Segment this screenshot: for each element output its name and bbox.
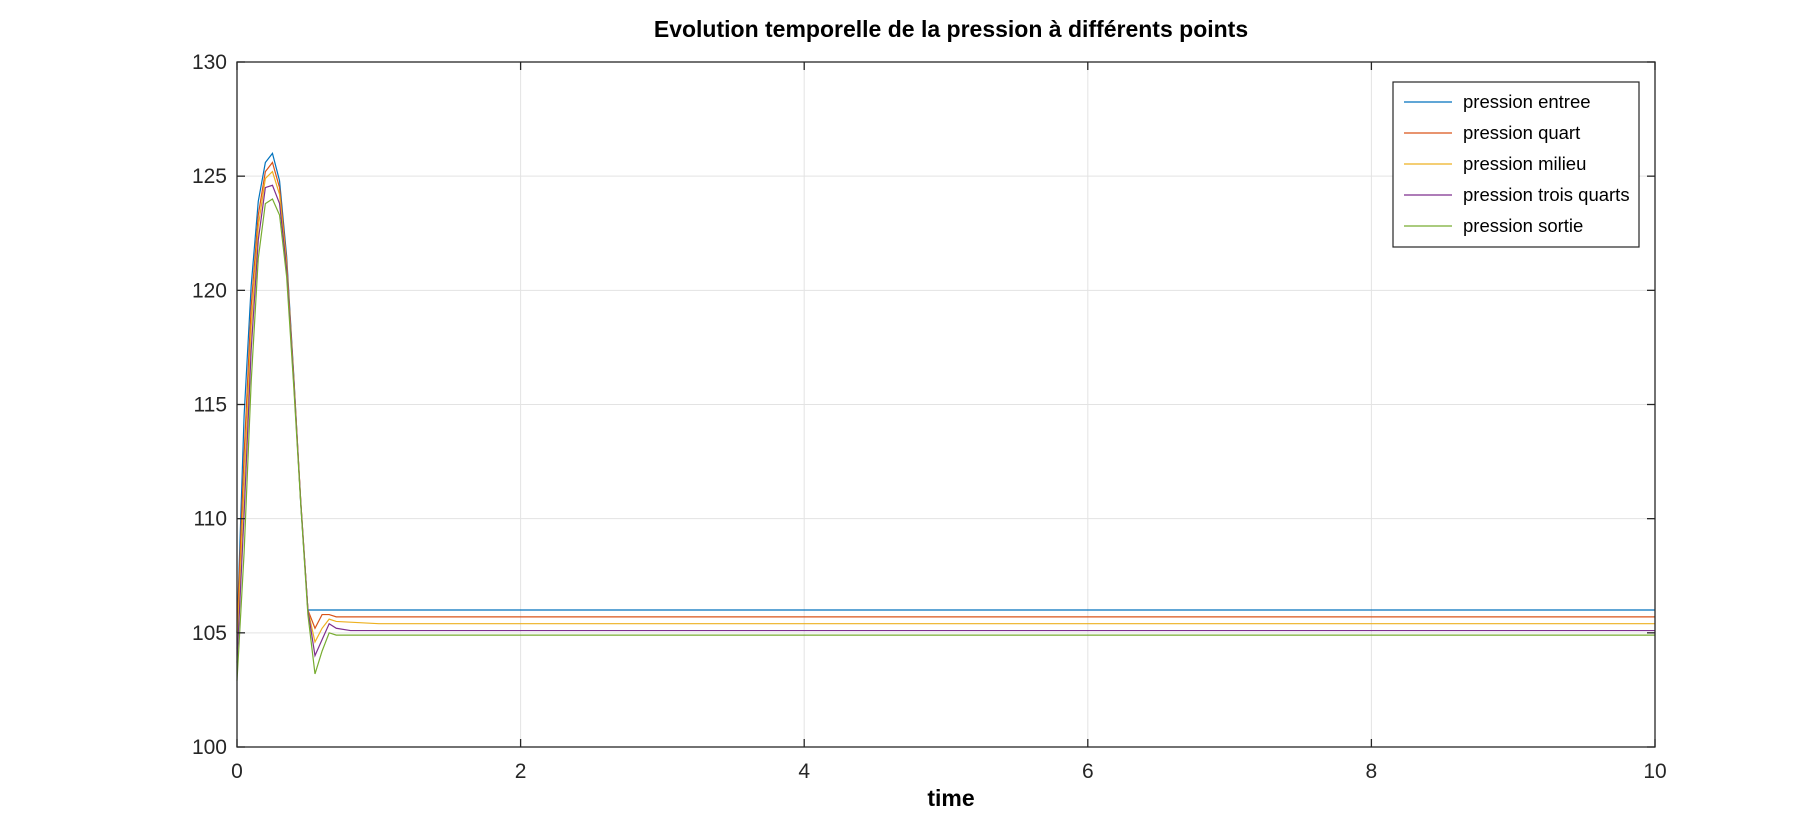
- y-tick-label: 110: [194, 508, 227, 531]
- x-tick-label: 10: [1643, 760, 1666, 783]
- legend-label: pression sortie: [1463, 215, 1583, 236]
- tick-layer: 0 2 4 6 8 10 100 105 110 115 120 125 130: [192, 51, 1667, 783]
- x-tick-label: 6: [1082, 760, 1094, 783]
- y-tick-label: 120: [192, 279, 227, 302]
- chart-title: Evolution temporelle de la pression à di…: [654, 16, 1248, 42]
- y-tick-label: 115: [194, 394, 227, 417]
- x-tick-label: 8: [1366, 760, 1378, 783]
- x-tick-label: 4: [798, 760, 810, 783]
- x-tick-label: 0: [231, 760, 243, 783]
- y-tick-label: 100: [192, 736, 227, 759]
- legend-label: pression milieu: [1463, 153, 1586, 174]
- series-line-5: [236, 198, 1655, 681]
- series-line-4: [236, 184, 1655, 663]
- legend: pression entree pression quart pression mi…: [1392, 81, 1640, 248]
- legend-label: pression quart: [1463, 122, 1580, 143]
- y-tick-label: 105: [192, 622, 227, 645]
- legend-label: pression entree: [1463, 91, 1591, 112]
- x-axis-label: time: [927, 785, 974, 811]
- y-tick-label: 125: [192, 165, 227, 188]
- series-layer: [236, 151, 1655, 681]
- legend-label: pression trois quarts: [1463, 184, 1630, 205]
- x-tick-label: 2: [515, 760, 527, 783]
- y-tick-label: 130: [192, 51, 227, 74]
